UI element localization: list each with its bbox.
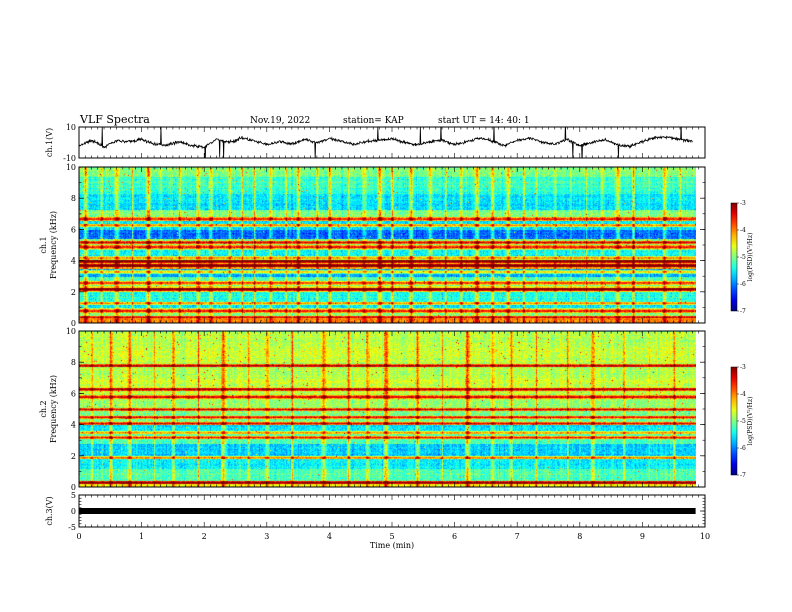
ch2-spectrogram-y-label: Frequency (kHz) [49, 375, 58, 443]
time-axis-tick-label: 6 [452, 532, 457, 541]
time-axis-tick-label: 10 [700, 532, 710, 541]
ch1-spectrogram-y-tick-label: 2 [71, 288, 76, 297]
time-axis-label: Time (min) [370, 541, 414, 550]
ch2-spectrogram-y-tick-label: 10 [66, 327, 76, 336]
ch1-spectrogram-x-ticks [78, 167, 706, 323]
ch1-spectrogram-y-tick-label: 0 [71, 319, 76, 328]
ch1-spectrogram-colorbar-tick-label: -7 [740, 308, 746, 315]
station-label: station= KAP [343, 116, 404, 126]
time-axis-tick-label: 9 [640, 532, 645, 541]
ch3-waveform-y-label: ch.3(V) [45, 496, 54, 525]
ch1-spectrogram-channel-label: ch.1 [39, 236, 48, 253]
figure-title: VLF Spectra [79, 113, 150, 126]
ch1-spectrogram-colorbar-tick-label: -3 [740, 200, 746, 207]
ch1-spectrogram-colorbar-label: log(PSD)(V²/Hz) [747, 233, 754, 282]
ch1-spectrogram-y-label: Frequency (kHz) [49, 211, 58, 279]
ch1-spectrogram-colorbar-gradient [730, 202, 738, 312]
ch1-waveform-y-tick-label: 10 [66, 123, 76, 132]
ch1-waveform-x-ticks [78, 127, 706, 158]
ch1-spectrogram-colorbar: -3 -4 -5 -6 -7 log(PSD)(V²/Hz) [730, 200, 754, 315]
time-axis-tick-label: 0 [76, 532, 81, 541]
ch2-spectrogram-colorbar: -3 -4 -5 -6 -7 log(PSD)(V²/Hz) [730, 364, 754, 479]
ch2-spectrogram-colorbar-tick-label: -6 [740, 445, 746, 452]
ch1-spectrogram-y-tick-label: 4 [71, 257, 76, 266]
ch3-waveform-x-ticks [78, 495, 706, 527]
ch1-spectrogram-y-tick-label: 8 [71, 194, 76, 203]
ch2-spectrogram-heatmap [79, 331, 696, 487]
ch2-spectrogram-colorbar-tick-label: -3 [740, 364, 746, 371]
ch3-waveform-y-tick-label: 5 [71, 491, 76, 500]
ch2-spectrogram-channel-label: ch.2 [39, 400, 48, 417]
time-axis-tick-label: 4 [327, 532, 332, 541]
time-axis-tick-label: 7 [515, 532, 520, 541]
ch3-waveform-trace [79, 508, 696, 514]
ch2-spectrogram-y-tick-label: 0 [71, 483, 76, 492]
ch2-spectrogram-colorbar-tick-label: -4 [740, 391, 746, 398]
time-axis-tick-label: 2 [202, 532, 207, 541]
ch1-spectrogram-colorbar-tick-label: -5 [740, 254, 746, 261]
time-axis-tick-label: 3 [264, 532, 269, 541]
ch2-spectrogram-colorbar-tick-label: -7 [740, 472, 746, 479]
ch2-spectrogram-x-ticks [78, 331, 706, 487]
time-axis-tick-label: 1 [139, 532, 144, 541]
time-axis-tick-label: 8 [577, 532, 582, 541]
ch1-spectrogram-panel: 0 2 4 6 8 10 ch.1 Frequency (kHz) -3 -4 -5 -6 -7 log(… [39, 163, 754, 328]
ch2-spectrogram-colorbar-label: log(PSD)(V²/Hz) [747, 397, 754, 446]
ch1-spectrogram-y-tick-label: 10 [66, 163, 76, 172]
observation-date: Nov.19, 2022 [250, 116, 310, 126]
ch1-waveform-y-tick-label: -10 [63, 154, 76, 163]
ch2-spectrogram-y-tick-label: 6 [71, 389, 76, 398]
ch3-waveform-y-tick-label: 0 [71, 507, 76, 516]
ch1-waveform-y-label: ch.1(V) [45, 128, 54, 157]
ch1-spectrogram-heatmap [79, 167, 696, 323]
ch2-spectrogram-y-tick-label: 8 [71, 358, 76, 367]
ch2-spectrogram-y-tick-label: 2 [71, 452, 76, 461]
ch1-waveform-trace [79, 127, 693, 158]
ch2-spectrogram-colorbar-gradient [730, 366, 738, 476]
ch1-spectrogram-colorbar-tick-label: -4 [740, 227, 746, 234]
ch3-waveform-y-tick-label: -5 [68, 523, 76, 532]
time-axis-tick-label: 5 [389, 532, 394, 541]
ch1-waveform-panel: 10 -10 ch.1(V) [45, 123, 706, 163]
start-time-label: start UT = 14: 40: 1 [438, 116, 530, 126]
ch1-spectrogram-colorbar-tick-label: -6 [740, 281, 746, 288]
ch1-spectrogram-y-tick-label: 6 [71, 225, 76, 234]
ch2-spectrogram-colorbar-tick-label: -5 [740, 418, 746, 425]
ch2-spectrogram-y-tick-label: 4 [71, 421, 76, 430]
ch2-spectrogram-panel: 0 2 4 6 8 10 ch.2 Frequency (kHz) -3 -4 -5 -6 -7 log(… [39, 327, 754, 492]
